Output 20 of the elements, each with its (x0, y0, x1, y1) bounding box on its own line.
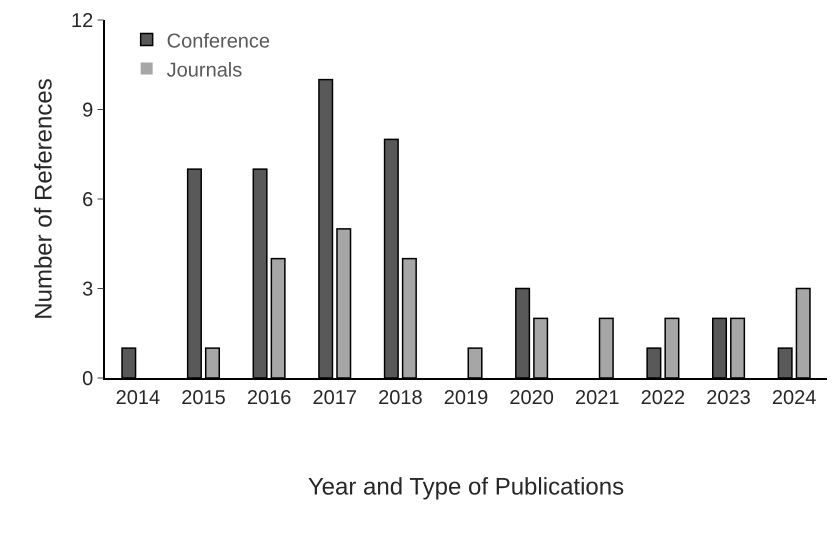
y-tick-label: 0 (82, 368, 94, 390)
x-tick-label: 2017 (312, 386, 357, 409)
y-tick-label: 3 (82, 278, 94, 300)
x-tick-label: 2021 (575, 386, 620, 409)
x-tick-label: 2022 (640, 386, 686, 409)
y-tick-label: 9 (82, 100, 94, 122)
x-axis-title: Year and Type of Publications (308, 474, 624, 501)
x-tick-label: 2024 (772, 386, 816, 409)
x-tick-label: 2020 (509, 386, 554, 409)
x-tick-label: 2018 (378, 386, 423, 409)
legend-label: Journals (166, 59, 242, 82)
y-axis-title: Number of References (30, 78, 58, 320)
x-tick-label: 2019 (444, 386, 488, 409)
legend-label: Conference (166, 30, 270, 52)
y-tick-label: 6 (82, 189, 94, 211)
x-tick-label: 2014 (116, 386, 160, 409)
y-tick-label: 12 (71, 10, 94, 32)
x-tick-label: 2015 (181, 386, 226, 409)
x-tick-label: 2016 (246, 386, 292, 409)
x-tick-label: 2023 (706, 386, 751, 409)
